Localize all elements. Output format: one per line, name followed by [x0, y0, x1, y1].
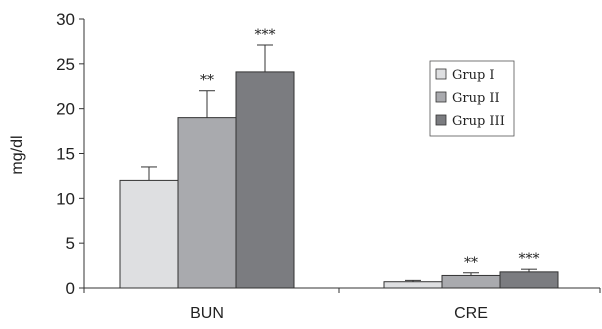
bar: [499, 271, 559, 289]
bar: [235, 71, 295, 289]
legend-swatch: [435, 114, 447, 126]
legend-label: Grup III: [452, 114, 505, 129]
legend-label: Grup II: [452, 91, 500, 106]
legend-swatch: [435, 91, 447, 103]
y-tick-label: 0: [66, 279, 75, 298]
x-category-label: CRE: [454, 305, 488, 322]
significance-label: **: [200, 73, 214, 89]
significance-label: ***: [255, 27, 276, 43]
y-tick-label: 10: [56, 189, 75, 208]
axes: 0 5 10 15 20 25 30 BUN CRE: [56, 10, 601, 322]
y-tick-label: 15: [56, 145, 75, 164]
y-tick-label: 5: [66, 234, 75, 253]
bar: [441, 274, 501, 289]
significance-label: **: [464, 255, 478, 271]
x-category-label: BUN: [190, 305, 224, 322]
y-tick-label: 25: [56, 55, 75, 74]
legend-swatch: [435, 68, 447, 80]
bar: [177, 117, 237, 289]
legend: Grup I Grup II Grup III: [429, 60, 515, 137]
bar: [119, 179, 179, 289]
y-tick-label: 20: [56, 100, 75, 119]
y-axis-label: mg/dl: [9, 135, 26, 174]
y-tick-label: 30: [56, 10, 75, 29]
bars: ******* ***: [119, 27, 559, 289]
legend-label: Grup I: [452, 68, 495, 83]
bar: [383, 281, 443, 289]
significance-label: ***: [519, 251, 540, 267]
